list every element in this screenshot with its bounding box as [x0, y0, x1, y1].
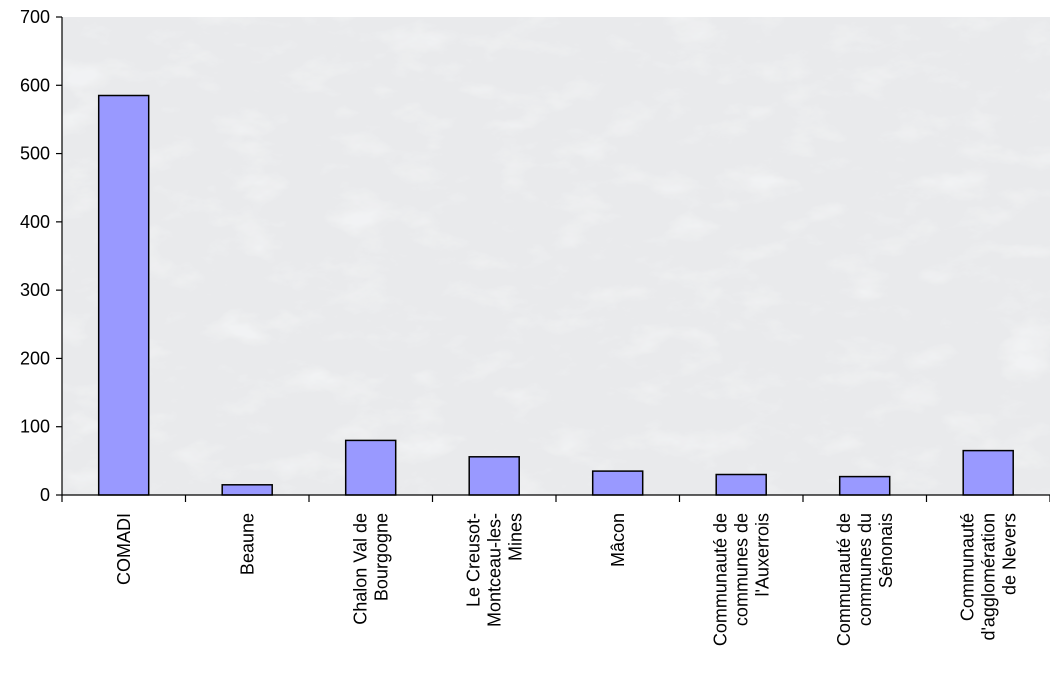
y-tick-label: 200: [20, 348, 50, 368]
y-tick-label: 300: [20, 280, 50, 300]
y-tick-label: 600: [20, 75, 50, 95]
x-tick-label: Chalon Val deBourgogne: [350, 513, 391, 625]
x-tick-label: Mâcon: [608, 513, 628, 567]
axes: [61, 17, 1050, 502]
x-tick-label: Le Creusot-Montceau-les-Mines: [463, 513, 525, 627]
bars: [97, 94, 1014, 496]
bar: [97, 94, 150, 496]
plot-area: [62, 17, 1050, 495]
x-tick-label: COMADI: [114, 513, 134, 585]
bar: [468, 456, 520, 496]
x-axis-labels: COMADI Beaune Chalon Val deBourgogne Le Cre…: [114, 513, 1019, 646]
x-tick-label: Beaune: [237, 513, 257, 575]
plot-background: [62, 17, 1050, 495]
bar: [715, 473, 767, 496]
y-axis-ticks: 0 100 200 300 400 500 600 700: [20, 7, 62, 505]
bar: [221, 484, 273, 496]
bar: [838, 475, 891, 496]
y-tick-label: 700: [20, 7, 50, 27]
y-tick-label: 400: [20, 212, 50, 232]
y-tick-label: 100: [20, 417, 50, 437]
y-tick-label: 500: [20, 144, 50, 164]
x-tick-label: Communauté decommunes del'Auxerrois: [710, 513, 772, 646]
x-tick-label: Communautéd'agglomérationde Nevers: [957, 513, 1019, 641]
x-tick-label: Communauté decommunes duSénonais: [834, 513, 896, 646]
y-tick-label: 0: [40, 485, 50, 505]
bar: [962, 449, 1014, 496]
bar: [344, 439, 397, 496]
bar: [591, 470, 644, 496]
